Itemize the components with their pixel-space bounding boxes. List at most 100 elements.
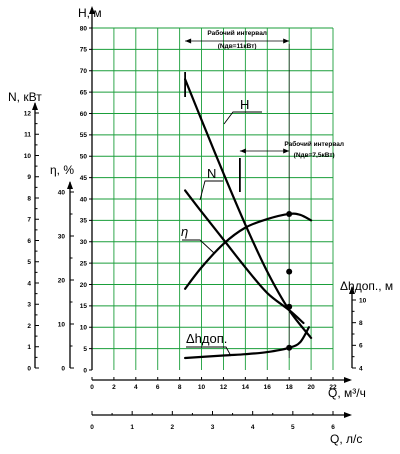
curve-label-leader [199,180,223,201]
q-tick-label: 14 [242,384,250,391]
series-curve-0 [184,78,313,340]
h-tick-label: 75 [80,47,88,54]
h-tick-label: 10 [80,325,88,332]
curve-label-2: η [181,224,188,239]
n-tick-label: 9 [27,174,31,181]
n-tick-label: 12 [24,110,32,117]
h-tick-label: 25 [80,260,88,267]
dh-tick-label: 8 [359,320,363,327]
h-axis-arrow [89,6,95,14]
working-interval-annotations: Рабочий интервал (Nдв=11кВт) Рабочий интер… [184,29,344,358]
n-tick-label: 8 [27,195,31,202]
n-tick-label: 3 [27,302,31,309]
dh-axis-arrow [349,286,355,294]
dh-tick-label: 6 [359,343,363,350]
curve-point-marker [286,210,293,217]
h-tick-label: 55 [80,132,88,139]
h-tick-label: 45 [80,175,88,182]
q-ls-tick-label: 2 [171,424,175,431]
q-tick-label: 16 [264,384,272,391]
interval-arrow-right [283,148,290,154]
markers [286,210,293,351]
h-tick-label: 80 [80,25,88,32]
eta-tick-label: 40 [58,189,66,196]
curve-label-1: N [207,166,216,181]
n-tick-label: 6 [27,238,31,245]
h-tick-label: 20 [80,282,88,289]
eta-tick-label: 10 [58,321,66,328]
interval-arrow-left [185,38,192,44]
curve-label-3: Δhдоп. [186,331,227,346]
q-tick-label: 12 [220,384,228,391]
q-ls-tick-label: 4 [251,424,255,431]
q-tick-label: 22 [329,384,337,391]
curve-point-marker [286,268,293,275]
n-axis-title: N, кВт [8,90,42,104]
curve-label-0: H [240,97,249,112]
interval-subtitle: (Nдв=7,5кВт) [294,152,335,159]
eta-tick-label: 30 [58,233,66,240]
q-ls-axis-title: Q, л/с [330,432,362,446]
q-ls-tick-label: 3 [211,424,215,431]
series-curve-3 [184,326,310,360]
dh-axis-title: Δhдоп., м [340,279,393,293]
curve-point-marker [286,303,293,310]
q-tick-label: 2 [112,384,116,391]
q-tick-label: 18 [286,384,294,391]
interval-title: Рабочий интервал [207,29,267,37]
q-tick-label: 4 [134,384,138,391]
q-axis-arrow [344,377,352,383]
h-tick-label: 65 [80,89,88,96]
h-tick-label: 40 [80,196,88,203]
q-tick-label: 6 [156,384,160,391]
q-ls-tick-label: 0 [90,424,94,431]
dh-tick-label: 10 [359,297,367,304]
eta-axis-title: η, % [50,163,74,177]
series-curve-2 [184,212,313,290]
q-axis-title: Q, м³/ч [328,386,366,400]
eta-tick-label: 0 [61,365,65,372]
curve-label-leader [223,111,262,125]
curve-label-leader [182,239,215,254]
n-tick-label: 2 [27,323,31,330]
q-tick-label: 0 [90,384,94,391]
h-tick-label: 5 [83,346,87,353]
n-axis-arrow [32,102,38,110]
q-ls-tick-label: 1 [130,424,134,431]
n-tick-label: 5 [27,259,31,266]
curve-label-leader [186,346,232,357]
h-tick-label: 15 [80,303,88,310]
curve-point-marker [286,344,293,351]
h-tick-label: 60 [80,111,88,118]
q-tick-label: 8 [178,384,182,391]
eta-axis-arrow [67,181,73,189]
grid [92,27,334,370]
dh-tick-label: 4 [359,365,363,372]
q-ls-axis-arrow [344,412,352,418]
n-tick-label: 7 [27,217,31,224]
q-tick-label: 20 [307,384,315,391]
series [184,78,313,360]
eta-tick-label: 20 [58,277,66,284]
interval-title: Рабочий интервал [284,140,344,148]
n-tick-label: 0 [27,365,31,372]
n-tick-label: 1 [27,344,31,351]
n-tick-label: 10 [24,153,32,160]
n-tick-label: 11 [24,132,31,139]
interval-arrow-right [283,38,290,44]
h-tick-label: 0 [83,367,87,374]
q-ls-tick-label: 5 [291,424,295,431]
n-tick-label: 4 [27,280,31,287]
curve-labels: H Nη Δhдоп. [181,97,262,357]
q-ls-tick-label: 6 [331,424,335,431]
interval-arrow-left [239,148,246,154]
interval-subtitle: (Nдв=11кВт) [218,43,257,50]
h-tick-label: 50 [80,154,88,161]
h-tick-label: 70 [80,68,88,75]
h-axis-title: H, м [78,6,102,20]
series-curve-1 [184,189,305,325]
q-tick-label: 10 [198,384,206,391]
h-tick-label: 30 [80,239,88,246]
